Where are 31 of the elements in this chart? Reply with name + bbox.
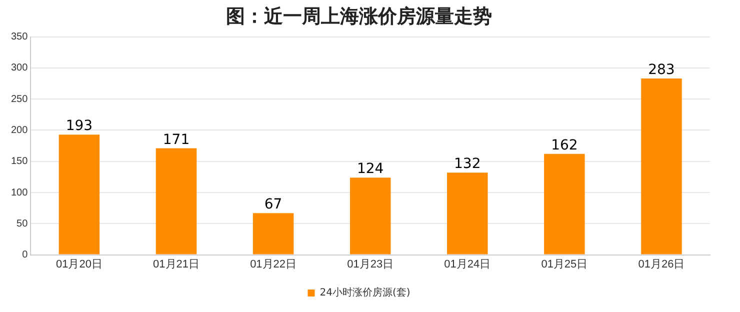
chart-title: 图：近一周上海涨价房源量走势 (226, 5, 492, 28)
x-tick-label: 01月25日 (541, 258, 588, 270)
x-tick-label: 01月21日 (153, 258, 200, 270)
legend-label: 24小时涨价房源(套) (320, 286, 410, 299)
bar (447, 172, 488, 254)
y-tick-label: 200 (10, 124, 28, 136)
bar (350, 178, 391, 254)
y-tick-label: 0 (22, 250, 28, 261)
y-tick-label: 300 (10, 62, 28, 74)
data-label: 171 (162, 132, 190, 148)
y-tick-label: 100 (10, 187, 28, 198)
x-tick-label: 01月22日 (250, 258, 297, 270)
x-tick-label: 01月23日 (347, 258, 394, 270)
bar (544, 154, 585, 254)
data-label: 283 (648, 62, 675, 78)
data-label: 193 (66, 118, 93, 134)
bar (252, 213, 294, 254)
x-tick-label: 01月20日 (56, 258, 102, 270)
y-tick-label: 350 (10, 32, 28, 43)
bar (156, 148, 197, 254)
data-label: 124 (356, 161, 384, 178)
y-tick-label: 150 (10, 156, 28, 168)
x-tick-label: 01月24日 (444, 258, 491, 270)
data-label: 162 (551, 138, 578, 154)
bar (641, 78, 682, 254)
x-tick-label: 01月26日 (638, 258, 685, 270)
bar (58, 134, 100, 254)
data-label: 132 (454, 156, 481, 172)
y-tick-label: 250 (10, 94, 28, 105)
data-label: 67 (264, 196, 282, 213)
y-tick-label: 50 (16, 218, 28, 230)
